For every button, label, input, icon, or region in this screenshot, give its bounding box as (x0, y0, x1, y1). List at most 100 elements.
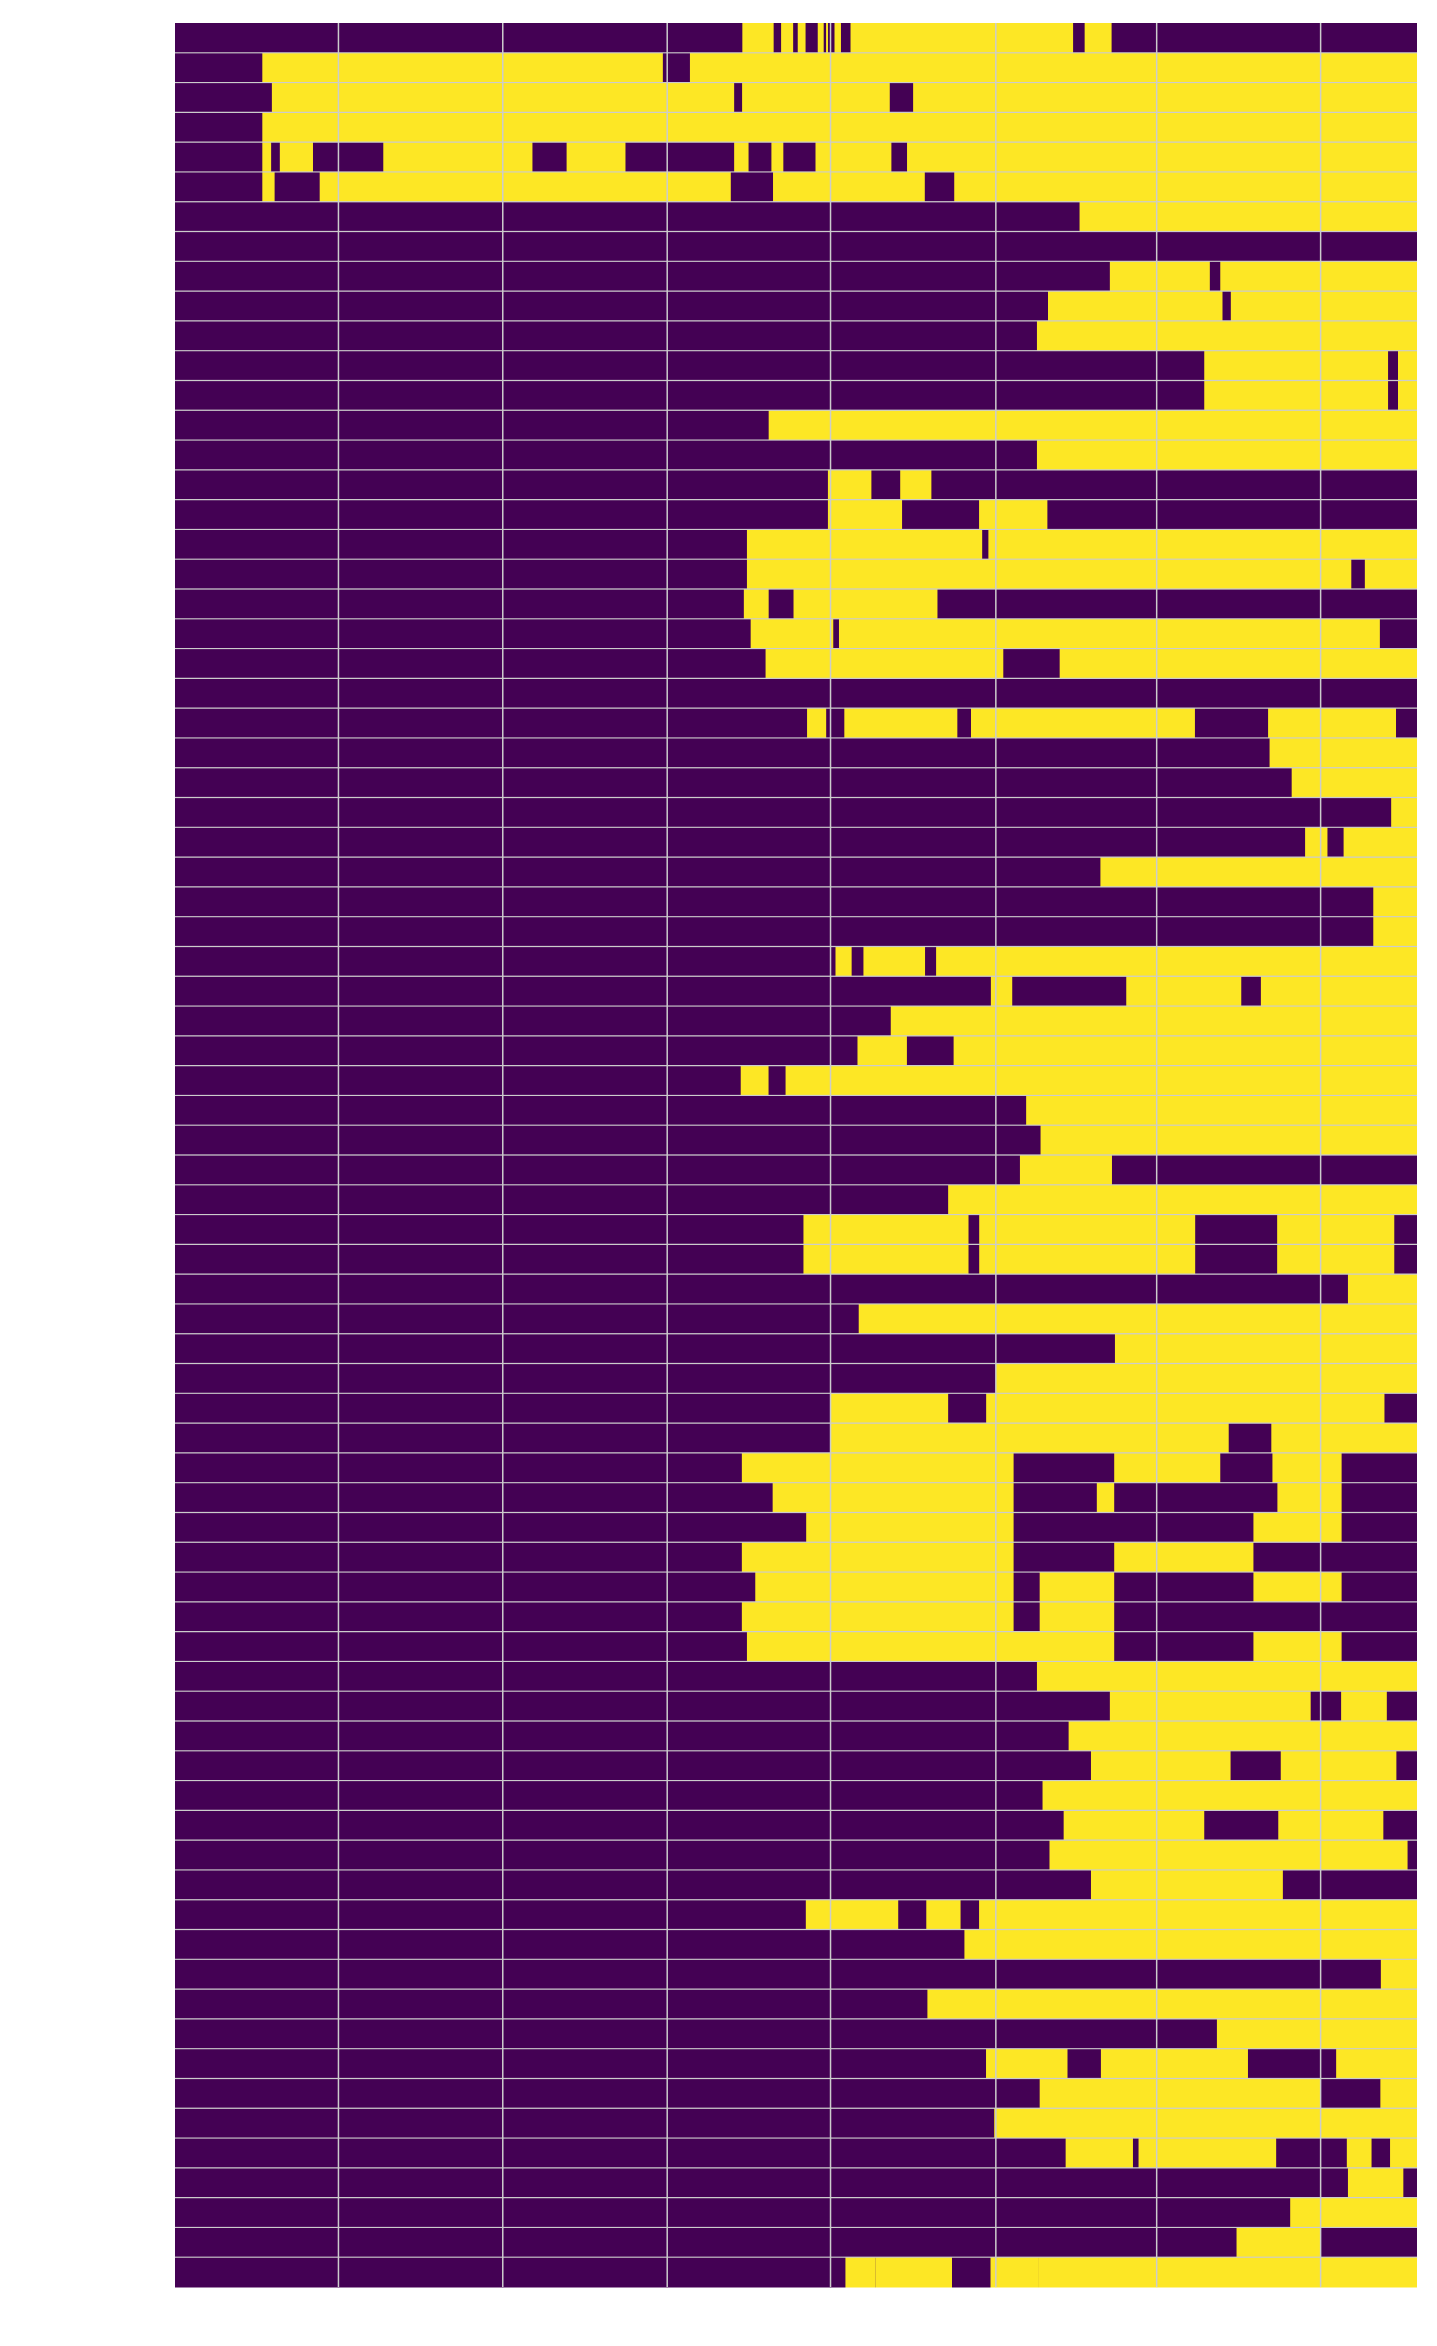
row-1-segment-1 (689, 52, 1417, 84)
row-68-segment-0 (986, 2048, 1068, 2079)
row-44-segment-0 (1114, 1333, 1417, 1365)
row-11-segment-1 (1397, 350, 1417, 381)
row-0-segment-6 (850, 23, 1074, 54)
row-58-segment-0 (1090, 1750, 1231, 1782)
row-54-segment-0 (746, 1631, 1115, 1662)
row-9-segment-0 (1048, 291, 1223, 322)
row-75-segment-2 (990, 2257, 1039, 2288)
row-8-segment-0 (1109, 261, 1210, 292)
row-50-background (175, 1512, 1417, 1543)
row-0-segment-2 (797, 23, 806, 54)
row-33-segment-0 (890, 1006, 1417, 1037)
row-41-background (175, 1244, 1417, 1275)
row-8-background (175, 261, 1417, 292)
row-0-segment-3 (817, 23, 824, 54)
row-42-background (175, 1274, 1417, 1305)
row-19-segment-0 (743, 589, 769, 620)
row-32-segment-1 (1126, 976, 1242, 1007)
row-54-segment-1 (1253, 1631, 1342, 1662)
row-38-background (175, 1155, 1417, 1186)
row-4-segment-0 (262, 142, 272, 173)
row-60-background (175, 1810, 1417, 1841)
row-63-segment-0 (805, 1899, 899, 1931)
row-5-segment-1 (319, 171, 731, 203)
row-52-segment-1 (1039, 1572, 1115, 1603)
row-17-segment-0 (746, 529, 983, 560)
row-72-background (175, 2167, 1417, 2199)
row-55-segment-0 (1036, 1661, 1417, 1692)
row-60-segment-1 (1278, 1810, 1384, 1841)
row-52-segment-0 (755, 1572, 1014, 1603)
row-13-segment-0 (768, 410, 1417, 441)
row-63-segment-2 (979, 1899, 1417, 1931)
row-47-background (175, 1423, 1417, 1454)
row-56-segment-0 (1109, 1691, 1311, 1722)
row-18-segment-0 (746, 559, 1352, 590)
row-29-segment-0 (1373, 886, 1417, 918)
row-1-segment-0 (262, 52, 663, 84)
row-7-background (175, 231, 1417, 262)
row-4-segment-2 (383, 142, 533, 173)
row-18-segment-1 (1364, 559, 1417, 590)
row-19-segment-1 (793, 589, 938, 620)
row-51-segment-1 (1114, 1542, 1254, 1573)
row-8-segment-1 (1220, 261, 1417, 292)
row-50-segment-0 (806, 1512, 1014, 1543)
row-12-segment-1 (1397, 380, 1417, 411)
row-47-segment-0 (830, 1423, 1229, 1454)
row-26-background (175, 797, 1417, 828)
row-42-segment-0 (1347, 1274, 1417, 1305)
row-23-background (175, 708, 1417, 739)
row-57-segment-0 (1068, 1721, 1417, 1752)
row-4-segment-6 (815, 142, 892, 173)
row-2-segment-2 (913, 82, 1417, 113)
row-36-segment-0 (1026, 1095, 1417, 1126)
row-34-segment-1 (953, 1035, 1417, 1067)
row-59-segment-0 (1042, 1780, 1417, 1811)
row-41-segment-0 (803, 1244, 969, 1275)
row-9-segment-1 (1230, 291, 1417, 322)
row-32-segment-2 (1260, 976, 1417, 1007)
row-34-segment-0 (857, 1035, 907, 1067)
row-72-segment-0 (1347, 2167, 1404, 2199)
row-43-segment-0 (858, 1303, 1417, 1335)
row-46-segment-1 (986, 1393, 1385, 1424)
row-5-segment-3 (954, 171, 1417, 203)
row-49-segment-2 (1277, 1482, 1342, 1513)
row-47-segment-1 (1271, 1423, 1417, 1454)
row-27-segment-1 (1343, 827, 1417, 858)
row-74-background (175, 2227, 1417, 2258)
row-16-background (175, 499, 1417, 530)
row-25-segment-0 (1291, 767, 1417, 799)
row-71-segment-1 (1138, 2138, 1277, 2169)
row-30-segment-0 (1373, 916, 1417, 947)
row-45-segment-0 (996, 1363, 1417, 1394)
row-69-segment-0 (1039, 2078, 1321, 2109)
row-23-segment-2 (970, 708, 1195, 739)
row-71-segment-2 (1346, 2138, 1372, 2169)
row-5-segment-2 (773, 171, 925, 203)
row-51-segment-0 (741, 1542, 1014, 1573)
row-5-segment-0 (262, 171, 275, 203)
row-15-segment-1 (900, 469, 932, 501)
row-0-segment-1 (781, 23, 794, 54)
row-24-background (175, 737, 1417, 769)
row-68-segment-2 (1336, 2048, 1417, 2079)
row-23-segment-3 (1268, 708, 1397, 739)
row-21-segment-0 (765, 648, 1004, 679)
row-46-segment-0 (830, 1393, 949, 1424)
row-65-background (175, 1959, 1417, 1990)
row-60-segment-0 (1063, 1810, 1205, 1841)
row-53-segment-1 (1039, 1601, 1115, 1633)
row-67-segment-0 (1216, 2018, 1417, 2050)
row-50-segment-1 (1253, 1512, 1342, 1543)
plot-area (175, 23, 1417, 2288)
row-35-segment-0 (740, 1065, 769, 1096)
row-66-segment-0 (927, 1989, 1417, 2020)
row-40-segment-2 (1277, 1214, 1395, 1245)
row-0-segment-0 (742, 23, 774, 54)
row-27-segment-0 (1305, 827, 1328, 858)
row-75-segment-0 (845, 2257, 876, 2288)
row-41-segment-2 (1277, 1244, 1395, 1275)
